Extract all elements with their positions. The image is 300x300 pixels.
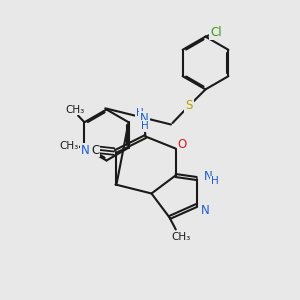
Text: S: S xyxy=(185,99,193,112)
Text: N: N xyxy=(203,169,212,183)
Text: CH₃: CH₃ xyxy=(59,141,78,151)
Text: H: H xyxy=(136,108,143,118)
Text: CH₃: CH₃ xyxy=(65,105,84,115)
Text: Cl: Cl xyxy=(210,26,222,39)
Text: N: N xyxy=(80,143,89,157)
Text: H: H xyxy=(141,121,148,131)
Text: N: N xyxy=(140,112,149,125)
Text: H: H xyxy=(211,176,219,187)
Text: CH₃: CH₃ xyxy=(171,232,190,242)
Text: O: O xyxy=(178,138,187,152)
Text: C: C xyxy=(91,143,100,157)
Text: N: N xyxy=(200,204,209,218)
